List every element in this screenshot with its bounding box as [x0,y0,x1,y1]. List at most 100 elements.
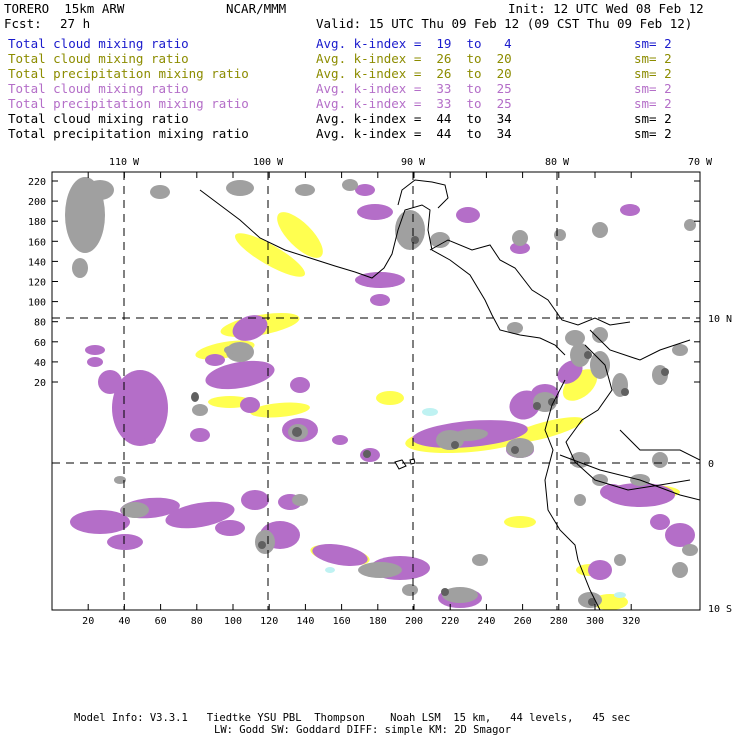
gray-cloud-area [292,494,308,506]
border-inland-2 [559,454,700,501]
purple-precip-area [107,534,143,550]
init-time: Init: 12 UTC Wed 08 Feb 12 [508,1,704,16]
purple-precip-area [588,560,612,580]
legend-name: Total precipitation mixing ratio [8,96,249,111]
purple-precip-area [620,204,640,216]
gray-cloud-area [682,544,698,556]
purple-precip-area [215,520,245,536]
yellow-cloud-area [504,516,536,528]
y-tick-label: 220 [28,177,46,188]
dark-cloud-core [661,368,669,376]
purple-precip-area [357,204,393,220]
y-tick-label: 200 [28,197,46,208]
model-info: Model Info: V3.3.1 Tiedtke YSU PBL Thomp… [74,712,631,724]
gray-cloud-area [570,343,590,367]
gray-cloud-area [72,258,88,278]
x-tick-label: 200 [405,616,423,627]
legend-index: Avg. k-index = 33 to 25 [316,96,512,111]
gray-cloud-area [86,180,114,200]
y-tick-label: 180 [28,217,46,228]
gray-cloud-area [442,587,478,603]
cyan-cloud-area [614,592,626,598]
gray-cloud-area [430,232,450,248]
y-tick-label: 40 [34,358,46,369]
y-tick-label: 20 [34,378,46,389]
border-inland-1 [589,329,691,361]
purple-precip-area [205,360,275,390]
purple-precip-area [165,501,235,529]
x-tick-label: 140 [296,616,314,627]
coast-yucatan [397,179,449,209]
gray-cloud-area [150,185,170,199]
x-tick-label: 260 [514,616,532,627]
purple-precip-area [240,397,260,413]
purple-precip-area [355,184,375,196]
purple-precip-area [312,544,368,566]
purple-precip-area [290,377,310,393]
model-title: TORERO 15km ARW [4,1,125,16]
purple-precip-area [241,490,269,510]
center-name: NCAR/MMM [226,1,287,16]
gray-cloud-area [672,562,688,578]
cyan-cloud-area [325,567,335,573]
yellow-cloud-area [376,391,404,405]
border-inland-3 [619,429,700,461]
gray-cloud-area [342,179,358,191]
gray-cloud-area [114,476,126,484]
latitude-label: 10 N [708,314,732,325]
dark-cloud-core [363,450,371,458]
lat-lon-grid [52,172,700,610]
x-tick-label: 120 [260,616,278,627]
legend-name: Total cloud mixing ratio [8,111,189,126]
legend-name: Total precipitation mixing ratio [8,66,249,81]
legend-sm: sm= 2 [634,81,672,96]
legend-index: Avg. k-index = 33 to 25 [316,81,512,96]
purple-precip-area [85,345,105,355]
purple-precip-area [205,354,225,366]
gray-cloud-area [402,584,418,596]
y-tick-label: 60 [34,338,46,349]
x-tick-label: 240 [477,616,495,627]
y-tick-label: 100 [28,298,46,309]
cloud-fields [65,177,698,610]
legend-name: Total precipitation mixing ratio [8,126,249,141]
x-tick-label: 320 [622,616,640,627]
dark-cloud-core [411,236,419,244]
gray-cloud-area [565,330,585,346]
forecast-hour: 27 h [60,16,91,31]
dark-cloud-core [451,441,459,449]
y-tick-label: 140 [28,257,46,268]
legend-index: Avg. k-index = 26 to 20 [316,51,512,66]
dark-cloud-core [511,446,519,454]
purple-precip-area [332,435,348,445]
gray-cloud-area [452,428,488,442]
legend-index: Avg. k-index = 26 to 20 [316,66,512,81]
purple-precip-area [144,436,156,444]
legend-name: Total cloud mixing ratio [8,51,189,66]
dark-cloud-core [441,588,449,596]
dark-cloud-core [621,388,629,396]
x-tick-label: 300 [586,616,604,627]
gray-cloud-area [121,502,149,518]
x-tick-label: 40 [118,616,130,627]
x-tick-label: 220 [441,616,459,627]
cyan-cloud-area [422,408,438,416]
x-tick-label: 280 [550,616,568,627]
purple-precip-area [665,523,695,547]
legend-sm: sm= 2 [634,36,672,51]
legend-sm: sm= 2 [634,66,672,81]
map-frame [51,171,701,611]
dark-cloud-core [258,541,266,549]
galapagos [394,458,416,470]
legend-sm: sm= 2 [634,51,672,66]
gray-cloud-area [255,530,275,554]
gray-cloud-area [358,562,402,578]
purple-precip-area [112,370,168,446]
gray-cloud-area [226,180,254,196]
purple-precip-area [370,294,390,306]
x-tick-label: 100 [224,616,242,627]
gray-cloud-area [507,322,523,334]
legend-sm: sm= 2 [634,111,672,126]
legend-index: Avg. k-index = 44 to 34 [316,126,512,141]
dark-cloud-core [584,351,592,359]
